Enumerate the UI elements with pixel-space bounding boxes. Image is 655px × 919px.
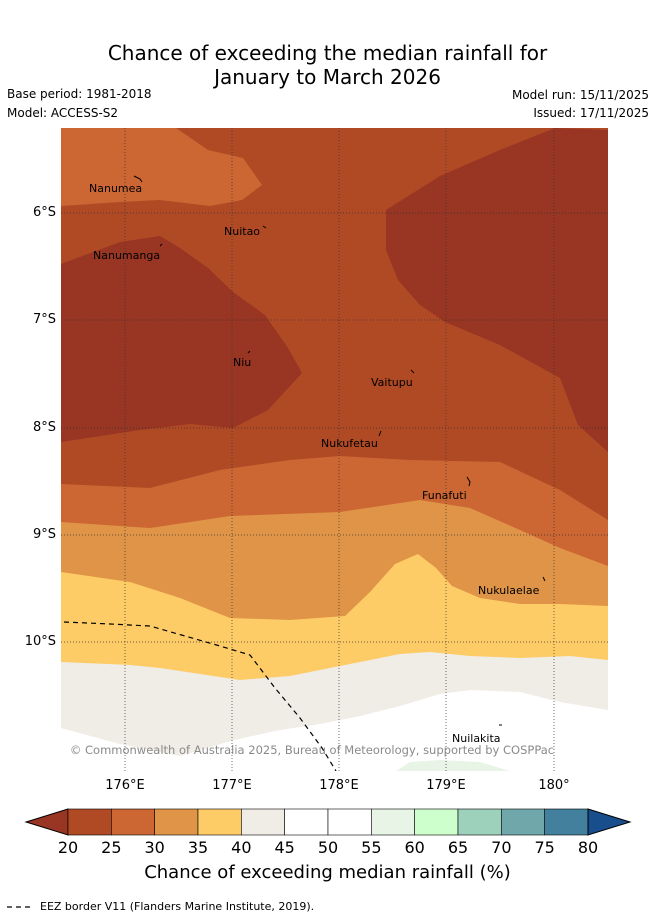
lat-label: 10°S [24, 634, 56, 649]
island-shape-nukulaelae [542, 576, 546, 582]
lon-label: 178°E [319, 778, 359, 793]
colorbar-segment [544, 808, 589, 836]
colorbar-tick-label: 45 [274, 838, 295, 857]
lat-label: 8°S [32, 420, 56, 435]
island-label: Niu [233, 356, 251, 369]
colorbar-tick-label: 70 [491, 838, 512, 857]
island-label: Vaitupu [371, 376, 413, 389]
band-55-60 [396, 760, 510, 771]
island-label: Funafuti [422, 489, 467, 502]
colorbar-tick-label: 75 [534, 838, 555, 857]
colorbar-tick-label: 25 [101, 838, 122, 857]
island-shape-vaitupu [410, 369, 415, 374]
island-shape-nukufetau [378, 430, 382, 437]
colorbar-tick-label: 50 [317, 838, 339, 857]
colorbar-segment [197, 808, 242, 836]
colorbar [24, 808, 632, 836]
lat-label: 9°S [32, 527, 56, 542]
island-label: Nukulaelae [478, 584, 540, 597]
colorbar-over-arrow [587, 808, 632, 836]
island-label: Nukufetau [321, 437, 378, 450]
colorbar-tick-label: 60 [404, 838, 425, 857]
eez-border [63, 621, 337, 771]
colorbar-tick-label: 80 [577, 838, 599, 857]
colorbar-segment [284, 808, 329, 836]
lat-label: 6°S [32, 205, 56, 220]
colorbar-label: Chance of exceeding median rainfall (%) [144, 862, 511, 883]
colorbar-segment [154, 808, 199, 836]
graticule [61, 128, 608, 771]
lon-label: 177°E [212, 778, 252, 793]
colorbar-tick-label: 30 [144, 838, 165, 857]
lon-label: 180° [538, 778, 570, 793]
lon-label: 179°E [426, 778, 466, 793]
island-label: Nanumanga [93, 249, 160, 262]
colorbar-segment [327, 808, 372, 836]
model-run: Model run: 15/11/2025 [511, 88, 649, 102]
model-name: Model: ACCESS-S2 [7, 106, 119, 120]
map-title-line2: January to March 2026 [214, 65, 441, 89]
colorbar-segment [501, 808, 545, 836]
lat-label: 7°S [32, 312, 56, 327]
colorbar-tick-label: 65 [447, 838, 469, 857]
colorbar-tick-label: 55 [361, 838, 382, 857]
island-label: Nuitao [224, 225, 260, 238]
issued-date: Issued: 17/11/2025 [533, 106, 649, 120]
island-shape-nanumanga [159, 243, 163, 247]
rainfall-map: Nanumea Nuitao Nanumanga Niu Vaitupu Nuk… [61, 128, 608, 771]
island-shape-nuitao [262, 225, 267, 229]
colorbar-segment [241, 808, 285, 836]
colorbar-segment [371, 808, 415, 836]
island-shape-niu [247, 350, 251, 354]
eez-legend-text: EEZ border V11 (Flanders Marine Institut… [40, 900, 315, 913]
colorbar-segment [111, 808, 155, 836]
island-shape-nanumea [133, 175, 143, 183]
band-25-30-north [61, 128, 262, 206]
colorbar-segment [457, 808, 502, 836]
band-45-55 [61, 690, 608, 771]
colorbar-tick-label: 35 [187, 838, 209, 857]
copyright-notice: © Commonwealth of Australia 2025, Bureau… [70, 743, 554, 757]
colorbar-segment [67, 808, 112, 836]
island-shapes [133, 175, 546, 726]
colorbar-tick-label: 40 [231, 838, 252, 857]
island-labels: Nanumea Nuitao Nanumanga Niu Vaitupu Nuk… [89, 182, 540, 745]
colorbar-segment [414, 808, 459, 836]
island-label: Nanumea [89, 182, 142, 195]
island-label: Nuilakita [452, 732, 501, 745]
lon-label: 176°E [105, 778, 145, 793]
base-period: Base period: 1981-2018 [7, 87, 152, 101]
map-title-line1: Chance of exceeding the median rainfall … [107, 41, 548, 65]
colorbar-tick-label: 20 [57, 838, 79, 857]
island-shape-funafuti [466, 476, 471, 487]
colorbar-under-arrow [24, 808, 69, 836]
